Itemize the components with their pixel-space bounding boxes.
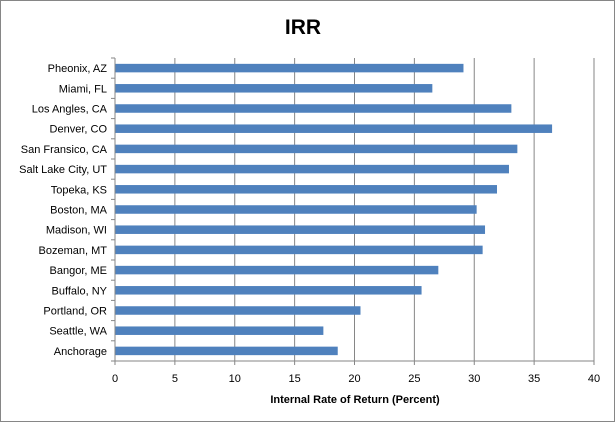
x-tick-label-35: 35	[528, 373, 540, 385]
category-label-topeka-ks: Topeka, KS	[51, 184, 107, 196]
category-label-bangor-me: Bangor, ME	[50, 265, 107, 277]
bar-denver-co	[115, 124, 553, 133]
x-tick-label-20: 20	[348, 373, 360, 385]
bar-los-angles-ca	[115, 104, 512, 113]
bar-miami-fl	[115, 84, 433, 93]
category-label-seattle-wa: Seattle, WA	[49, 326, 107, 338]
bar-buffalo-ny	[115, 286, 422, 295]
chart-title: IRR	[285, 16, 321, 39]
category-label-portland-or: Portland, OR	[43, 306, 107, 318]
x-tick-label-30: 30	[468, 373, 480, 385]
bar-madison-wi	[115, 225, 486, 234]
category-label-salt-lake-city-ut: Salt Lake City, UT	[19, 164, 107, 176]
bar-bangor-me	[115, 265, 439, 275]
category-label-miami-fl: Miami, FL	[59, 83, 107, 95]
bar-seattle-wa	[115, 326, 324, 335]
x-tick-label-25: 25	[408, 373, 420, 385]
x-tick-label-5: 5	[172, 373, 178, 385]
bars	[115, 63, 553, 356]
bar-san-fransico-ca	[115, 144, 518, 154]
category-label-bozeman-mt: Bozeman, MT	[39, 245, 108, 257]
category-label-boston-ma: Boston, MA	[50, 205, 108, 217]
category-labels: Pheonix, AZ Miami, FL Los Angles, CA Denver…	[19, 63, 107, 358]
x-tick-label-10: 10	[229, 373, 241, 385]
x-tick-label-40: 40	[588, 373, 600, 385]
category-label-buffalo-ny: Buffalo, NY	[52, 285, 108, 297]
axes	[111, 57, 595, 365]
bar-bozeman-mt	[115, 245, 483, 255]
category-label-denver-co: Denver, CO	[50, 124, 108, 136]
category-label-anchorage: Anchorage	[54, 346, 107, 358]
bar-portland-or	[115, 306, 361, 315]
bar-pheonix-az	[115, 63, 464, 73]
category-label-madison-wi: Madison, WI	[46, 225, 107, 237]
bar-salt-lake-city-ut	[115, 164, 509, 174]
x-tick-label-15: 15	[289, 373, 301, 385]
bar-boston-ma	[115, 205, 477, 214]
bar-topeka-ks	[115, 185, 498, 194]
category-label-los-angles-ca: Los Angles, CA	[32, 104, 108, 116]
x-tick-label-0: 0	[112, 373, 118, 385]
category-label-san-fransico-ca: San Fransico, CA	[21, 144, 108, 156]
x-tick-labels: 0 5 10 15 20 25 30 35 40	[112, 373, 600, 385]
x-axis-title: Internal Rate of Return (Percent)	[270, 394, 440, 406]
category-label-pheonix-az: Pheonix, AZ	[48, 63, 108, 75]
bar-anchorage	[115, 346, 338, 356]
